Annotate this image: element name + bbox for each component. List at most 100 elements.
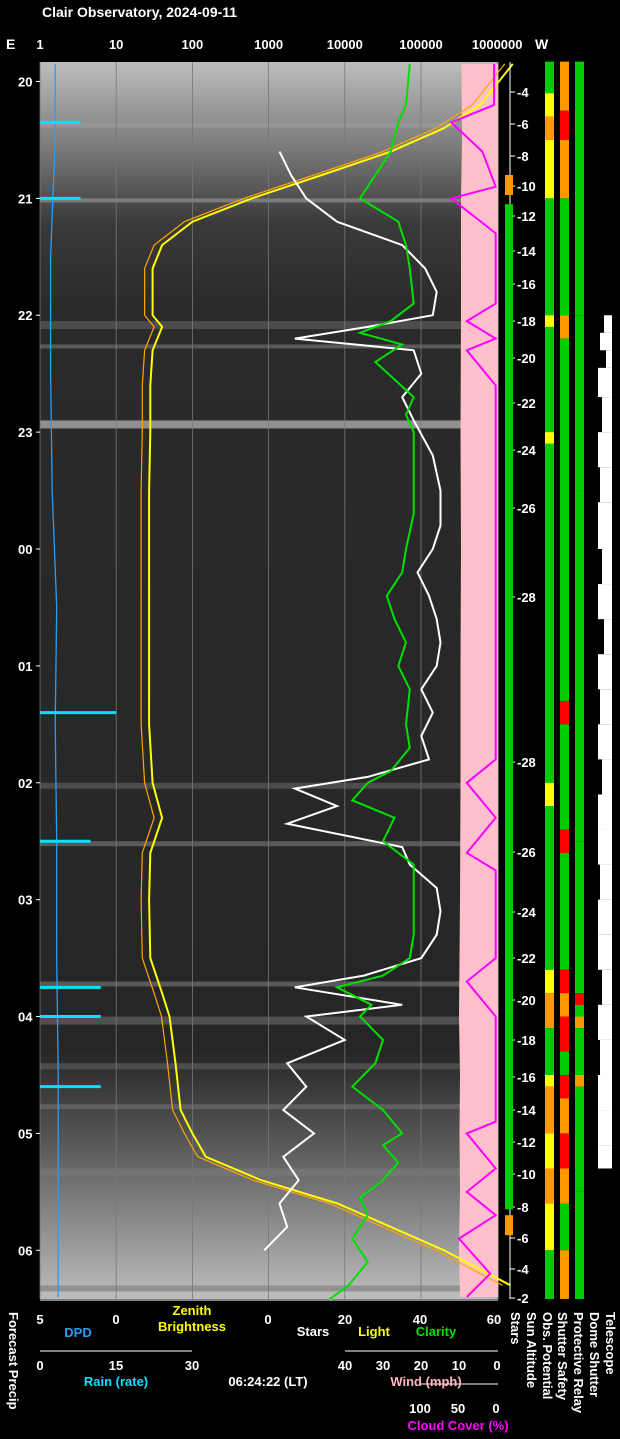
series-model-brightness [140,63,506,1286]
status-segment [560,829,569,853]
top-tick-label: 100 [182,37,204,52]
sun-altitude-label: -6 [517,117,529,132]
status-segment [560,110,569,140]
series-rain [40,120,116,1089]
telescope-segment [602,549,612,585]
status-segment [545,1086,554,1134]
sun-altitude-label: -6 [517,1231,529,1246]
series-cloud-cover [449,63,498,1298]
sun-altitude-label: -2 [517,1291,529,1306]
status-segment [560,1203,569,1251]
cloud-label: Cloud Cover (%) [407,1418,508,1433]
telescope-label: Telescope [603,1312,618,1375]
status-segment [545,1168,554,1204]
top-tick-label: 10000 [327,37,363,52]
bottom-tick-label: 10 [452,1358,466,1373]
status-segment [545,993,554,1029]
status-segment [560,993,569,1017]
top-tick-label: 1000 [254,37,283,52]
series-dpd [49,63,59,1298]
sun-altitude-label: -26 [517,501,536,516]
series-clarity [328,63,415,1301]
sun-altitude-label: -20 [517,351,536,366]
status-segment [545,1074,554,1087]
bottom-tick-label: 5 [36,1312,43,1327]
telescope-segment [600,689,612,725]
status-segment [575,1191,584,1299]
sun-altitude-label: -10 [517,179,536,194]
bottom-tick-label: 20 [338,1312,352,1327]
telescope-segment [598,724,612,760]
sun-altitude-label: -8 [517,149,529,164]
status-segment [545,1133,554,1169]
plot-area [39,62,514,1301]
rain-label: Rain (rate) [84,1374,148,1389]
bottom-tick-label: 30 [185,1358,199,1373]
status-segment [560,1133,569,1169]
status-segment [560,969,569,994]
status-segment [560,1074,569,1099]
status-segment [545,969,554,994]
sun-altitude-label: -4 [517,85,529,100]
top-axis: E W 1 10 100 1000 10000 100000 1000000 [6,36,549,52]
bottom-tick-label: 0 [493,1358,500,1373]
bottom-tick-label: 40 [413,1312,427,1327]
status-segment [545,116,554,140]
telescope-segment [598,1004,612,1040]
status-segment [560,852,569,970]
status-segment [560,61,569,111]
telescope-status [598,315,612,1169]
telescope-segment [598,432,612,468]
bottom-tick-label: 15 [109,1358,123,1373]
status-segment [560,1250,569,1299]
hour-label: 04 [18,1010,33,1025]
forecast-precip-label: Forecast Precip [6,1312,21,1410]
wind-fill [459,63,498,1298]
sun-altitude-label: -26 [517,845,536,860]
status-segment [575,1016,584,1029]
hour-label: 23 [18,425,32,440]
sun-altitude-label: -16 [517,277,536,292]
status-segment [575,841,584,994]
telescope-segment [598,502,612,550]
bottom-tick-label: 20 [414,1358,428,1373]
sun-altitude-label: -28 [517,755,536,770]
sun-altitude-label: -10 [517,1167,536,1182]
chart-title: Clair Observatory, 2024-09-11 [42,4,237,20]
sun-altitude-column: -4 -6 -8 -10 -12 -14 -16 -18 -20 -22 -24 -26 -28 -28 -… [509,62,537,1306]
obs-potential-label: Obs. Potential [540,1312,555,1399]
sun-altitude-label: -22 [517,396,536,411]
top-tick-label: 1 [36,37,43,52]
telescope-segment [604,619,612,655]
status-segment [560,700,569,725]
status-segment [560,315,569,339]
telescope-segment [598,584,612,620]
stars-status-bar [505,174,513,195]
hour-label: 02 [18,776,32,791]
west-label: W [535,36,549,52]
telescope-segment [598,899,612,935]
zenith-label-1: Zenith [173,1303,212,1318]
status-segment [575,1074,584,1087]
hour-label: 01 [18,659,32,674]
telescope-segment [602,397,612,433]
sun-altitude-label: -20 [517,993,536,1008]
status-segment [560,1098,569,1134]
shutter-safety-label: Shutter Safety [555,1312,570,1401]
status-segment [545,61,554,94]
wind-label: Wind (mph) [390,1374,461,1389]
telescope-segment [598,934,612,970]
hour-label: 06 [18,1243,32,1258]
bottom-tick-label: 100 [409,1401,431,1416]
bottom-tick-label: 50 [451,1401,465,1416]
column-labels: Forecast Precip Stars Sun Altitude Obs. … [6,1312,618,1414]
status-segment [560,724,569,830]
status-segment [545,1250,554,1299]
bottom-tick-label: 0 [36,1358,43,1373]
series-light [148,63,514,1287]
status-segment [545,93,554,117]
telescope-segment [600,864,612,900]
telescope-segment [600,332,612,351]
dpd-label: DPD [64,1325,91,1340]
